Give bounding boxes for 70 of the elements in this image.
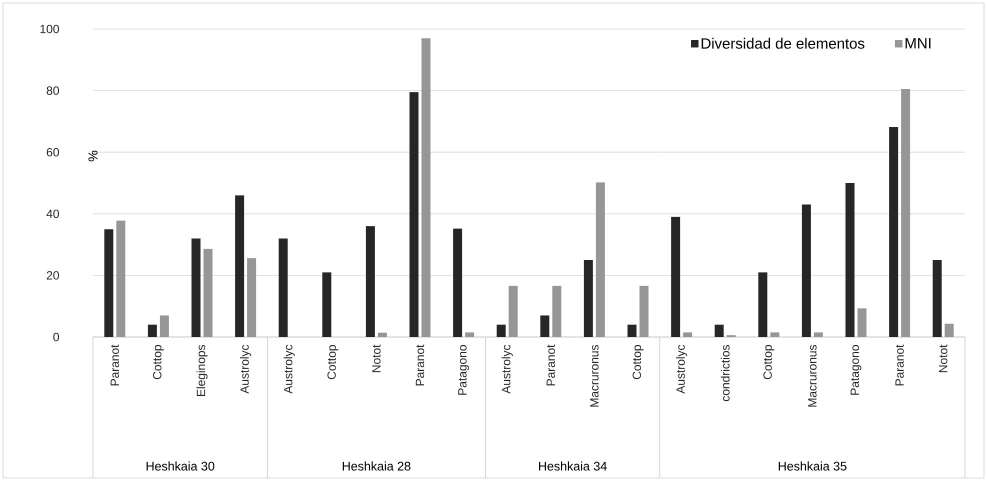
bar	[508, 286, 518, 337]
bar	[422, 38, 430, 337]
x-tick-label: Patagono	[850, 345, 862, 395]
bar	[540, 315, 550, 337]
x-tick-label: Macruronus	[590, 344, 599, 407]
bar	[944, 324, 954, 337]
y-tick-label: 40	[46, 210, 60, 218]
y-tick-label: 100	[40, 24, 60, 34]
bar	[366, 226, 375, 337]
bar	[247, 258, 256, 337]
bar	[802, 204, 811, 337]
y-tick-label: 20	[46, 271, 60, 280]
x-tick-label: Notot	[939, 344, 948, 372]
bar	[116, 220, 126, 337]
bar	[889, 126, 898, 337]
bar	[758, 272, 768, 337]
x-tick-label: Austrolyc	[676, 344, 688, 394]
bar	[846, 183, 855, 337]
x-axis-title: Heshkaia 28	[342, 461, 410, 471]
x-tick-label: Cottop	[152, 345, 164, 380]
x-tick-label: Eleginops	[196, 344, 208, 396]
x-tick-label: Austrolyc	[502, 344, 513, 394]
y-tick-label: 60	[46, 148, 60, 156]
bar	[552, 286, 562, 337]
x-tick-label: Cottop	[763, 345, 774, 380]
bar	[235, 195, 244, 337]
bar	[104, 229, 114, 337]
bar	[496, 324, 506, 337]
bar	[671, 216, 680, 337]
x-tick-label: Paranot	[895, 344, 904, 386]
x-tick-label: Macruronus	[808, 344, 817, 407]
bar	[714, 324, 724, 337]
y-axis-title: %	[88, 150, 98, 162]
legend-label: MNI	[906, 38, 930, 48]
bar	[192, 238, 200, 337]
bar	[932, 260, 942, 337]
x-tick-label: Cottop	[327, 345, 338, 380]
bar	[204, 248, 212, 337]
bar	[596, 182, 605, 337]
bar	[278, 238, 288, 337]
bar	[628, 324, 637, 337]
x-tick-label: Paranot	[110, 344, 119, 386]
x-tick-label: Paranot	[546, 344, 555, 386]
x-tick-label: Cottop	[632, 345, 644, 380]
x-tick-label: Patagono	[458, 345, 469, 395]
x-tick-label: Austrolyc	[284, 344, 295, 394]
bar	[640, 286, 649, 337]
x-tick-label: Paranot	[416, 344, 424, 386]
bar	[584, 260, 593, 337]
bar	[453, 228, 462, 337]
bar	[148, 324, 157, 337]
x-tick-label: Notot	[372, 344, 381, 372]
x-axis-title: Heshkaia 30	[146, 461, 214, 471]
x-axis-title: Heshkaia 34	[539, 461, 607, 471]
bar	[858, 308, 867, 337]
bar	[160, 315, 169, 337]
legend-label: Diversidad de elementos	[702, 38, 864, 49]
x-tick-label: Austrolyc	[240, 344, 252, 394]
x-axis-title: Heshkaia 35	[778, 461, 846, 471]
bar	[410, 92, 418, 337]
x-tick-label: condrictios	[720, 344, 730, 402]
bar	[683, 332, 692, 337]
bar	[770, 332, 780, 337]
y-tick-label: 0	[53, 332, 60, 342]
bar	[901, 89, 910, 337]
bar	[814, 332, 823, 337]
y-tick-label: 80	[46, 86, 60, 95]
bar	[322, 272, 332, 337]
bar	[378, 332, 387, 337]
bar	[465, 332, 474, 337]
